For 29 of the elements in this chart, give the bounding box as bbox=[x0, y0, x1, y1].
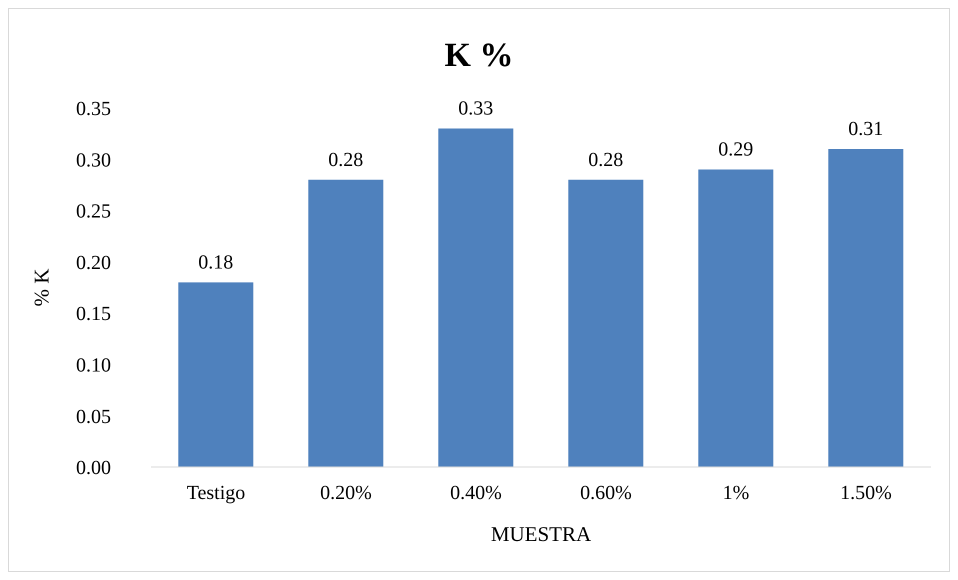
x-tick-label: Testigo bbox=[186, 482, 246, 504]
bar bbox=[828, 149, 904, 467]
y-tick-label: 0.25 bbox=[76, 200, 111, 223]
y-tick-label: 0.30 bbox=[76, 149, 111, 172]
x-tick-label: 0.40% bbox=[450, 482, 502, 504]
data-label: 0.18 bbox=[198, 251, 234, 274]
x-tick-label: 1.50% bbox=[840, 482, 892, 504]
y-tick-label: 0.00 bbox=[76, 457, 111, 480]
data-label: 0.29 bbox=[718, 138, 754, 161]
y-tick-label: 0.05 bbox=[76, 406, 111, 428]
data-label: 0.31 bbox=[848, 118, 884, 140]
data-label: 0.33 bbox=[458, 98, 494, 120]
x-tick-label: 0.60% bbox=[580, 482, 632, 504]
y-tick-label: 0.15 bbox=[76, 303, 111, 326]
y-tick-label: 0.35 bbox=[76, 98, 111, 120]
data-label: 0.28 bbox=[588, 148, 624, 171]
x-axis-title: MUESTRA bbox=[490, 522, 592, 546]
bar bbox=[178, 282, 254, 467]
y-tick-label: 0.20 bbox=[76, 252, 111, 274]
y-tick-label: 0.10 bbox=[76, 354, 111, 377]
chart-title: K % bbox=[444, 37, 514, 75]
data-label: 0.28 bbox=[328, 148, 364, 171]
y-axis-title: % K bbox=[29, 268, 54, 306]
bar bbox=[438, 128, 514, 467]
x-tick-label: 1% bbox=[722, 482, 750, 504]
x-tick-label: 0.20% bbox=[320, 482, 372, 504]
bar bbox=[568, 180, 644, 467]
bar bbox=[698, 170, 774, 467]
bar bbox=[308, 180, 384, 467]
